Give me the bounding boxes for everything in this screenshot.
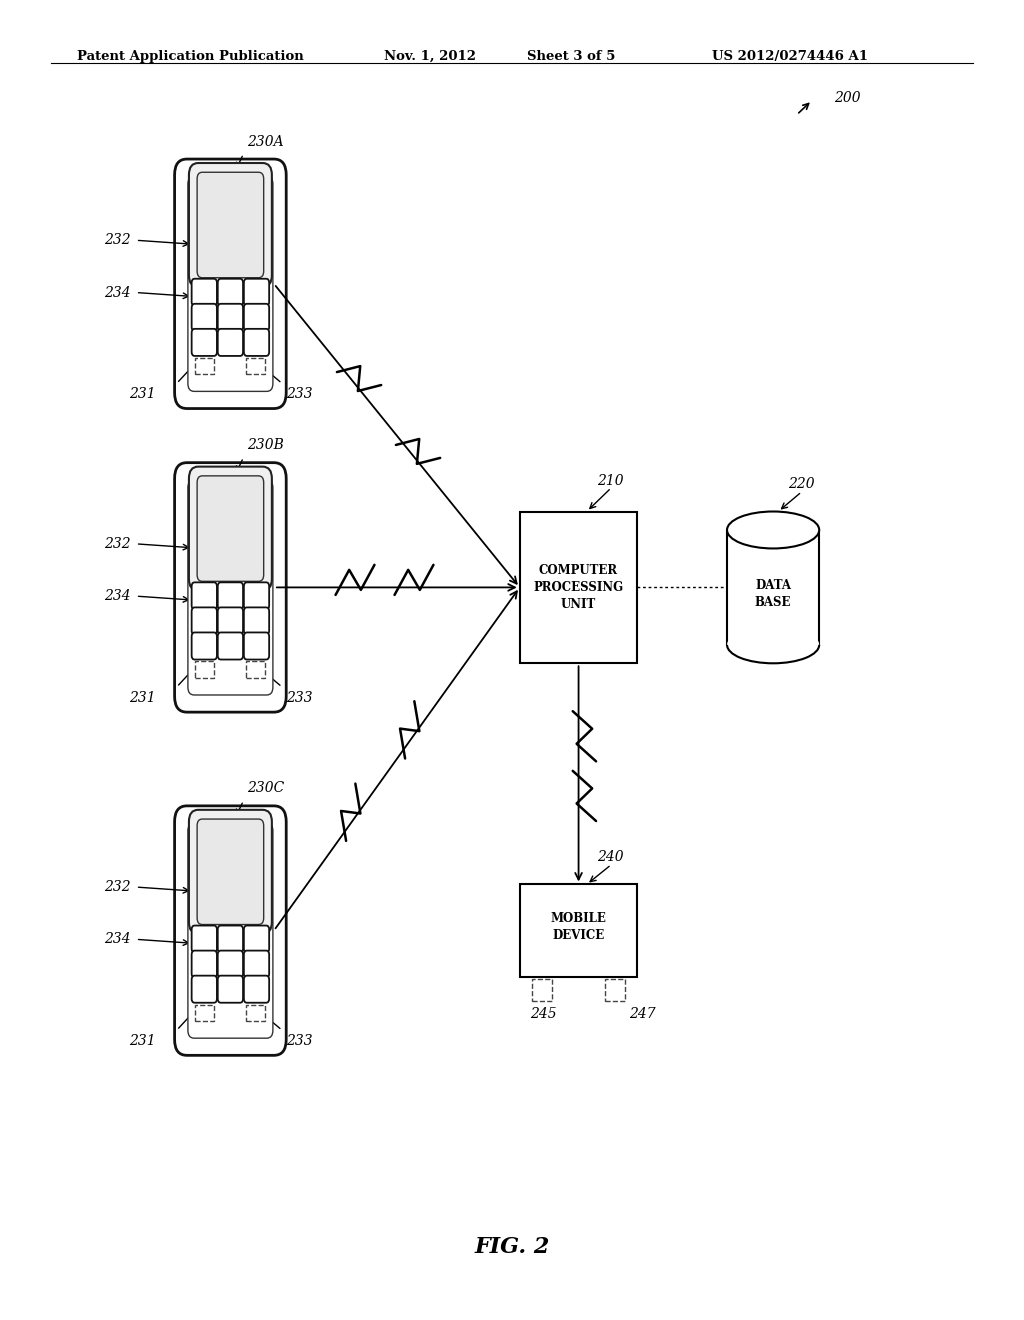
Text: DATA
BASE: DATA BASE	[755, 579, 792, 609]
Bar	[246, 358, 265, 375]
Text: Sheet 3 of 5: Sheet 3 of 5	[527, 50, 615, 63]
Text: 200: 200	[835, 91, 861, 104]
Text: 245: 245	[530, 1007, 557, 1022]
Text: FIG. 2: FIG. 2	[474, 1237, 550, 1258]
Text: 232: 232	[103, 234, 131, 247]
FancyBboxPatch shape	[244, 304, 269, 331]
Bar	[532, 979, 553, 1001]
Ellipse shape	[727, 626, 819, 663]
FancyBboxPatch shape	[197, 818, 264, 924]
Text: COMPUTER
PROCESSING
UNIT: COMPUTER PROCESSING UNIT	[534, 564, 624, 611]
FancyBboxPatch shape	[174, 805, 286, 1056]
FancyBboxPatch shape	[197, 172, 264, 277]
FancyBboxPatch shape	[191, 607, 217, 635]
FancyBboxPatch shape	[244, 607, 269, 635]
FancyBboxPatch shape	[188, 824, 272, 1039]
Bar	[195, 661, 214, 678]
FancyBboxPatch shape	[244, 329, 269, 356]
FancyBboxPatch shape	[188, 162, 272, 286]
Text: 230B: 230B	[247, 438, 284, 451]
FancyBboxPatch shape	[191, 975, 217, 1003]
FancyBboxPatch shape	[188, 810, 272, 933]
FancyBboxPatch shape	[244, 279, 269, 306]
Text: 232: 232	[103, 537, 131, 550]
FancyBboxPatch shape	[218, 950, 243, 978]
Bar	[519, 884, 637, 977]
Text: 232: 232	[103, 880, 131, 894]
FancyBboxPatch shape	[191, 632, 217, 660]
Text: 233: 233	[287, 692, 313, 705]
Text: 230C: 230C	[247, 781, 285, 795]
FancyBboxPatch shape	[188, 479, 272, 694]
Text: MOBILE
DEVICE: MOBILE DEVICE	[551, 912, 606, 941]
Text: 234: 234	[103, 932, 131, 946]
Bar	[195, 358, 214, 375]
Text: 220: 220	[788, 477, 815, 491]
FancyBboxPatch shape	[197, 475, 264, 581]
Bar	[727, 529, 819, 644]
Bar	[195, 1005, 214, 1022]
FancyBboxPatch shape	[191, 925, 217, 953]
FancyBboxPatch shape	[218, 329, 243, 356]
FancyBboxPatch shape	[218, 279, 243, 306]
Text: 234: 234	[103, 285, 131, 300]
FancyBboxPatch shape	[244, 582, 269, 610]
Text: 231: 231	[129, 388, 156, 401]
FancyBboxPatch shape	[218, 607, 243, 635]
Ellipse shape	[727, 511, 819, 549]
FancyBboxPatch shape	[218, 582, 243, 610]
Text: 234: 234	[103, 589, 131, 603]
FancyBboxPatch shape	[244, 950, 269, 978]
FancyBboxPatch shape	[218, 975, 243, 1003]
Text: US 2012/0274446 A1: US 2012/0274446 A1	[712, 50, 867, 63]
FancyBboxPatch shape	[174, 463, 286, 713]
Bar	[246, 1005, 265, 1022]
Text: Nov. 1, 2012: Nov. 1, 2012	[384, 50, 476, 63]
FancyBboxPatch shape	[191, 329, 217, 356]
FancyBboxPatch shape	[218, 925, 243, 953]
FancyBboxPatch shape	[191, 950, 217, 978]
Bar	[246, 661, 265, 678]
Bar	[604, 979, 625, 1001]
FancyBboxPatch shape	[191, 279, 217, 306]
Text: Patent Application Publication: Patent Application Publication	[77, 50, 303, 63]
FancyBboxPatch shape	[244, 975, 269, 1003]
Text: 210: 210	[597, 474, 624, 488]
FancyBboxPatch shape	[244, 925, 269, 953]
FancyBboxPatch shape	[188, 177, 272, 391]
Text: 230A: 230A	[247, 135, 284, 149]
Text: 240: 240	[597, 850, 624, 863]
Text: 233: 233	[287, 388, 313, 401]
FancyBboxPatch shape	[244, 632, 269, 660]
Text: 233: 233	[287, 1035, 313, 1048]
FancyBboxPatch shape	[218, 632, 243, 660]
FancyBboxPatch shape	[174, 160, 286, 409]
FancyBboxPatch shape	[191, 304, 217, 331]
FancyBboxPatch shape	[191, 582, 217, 610]
FancyBboxPatch shape	[188, 466, 272, 590]
Text: 247: 247	[629, 1007, 656, 1022]
Text: 231: 231	[129, 692, 156, 705]
Text: 231: 231	[129, 1035, 156, 1048]
Bar	[519, 511, 637, 663]
FancyBboxPatch shape	[218, 304, 243, 331]
